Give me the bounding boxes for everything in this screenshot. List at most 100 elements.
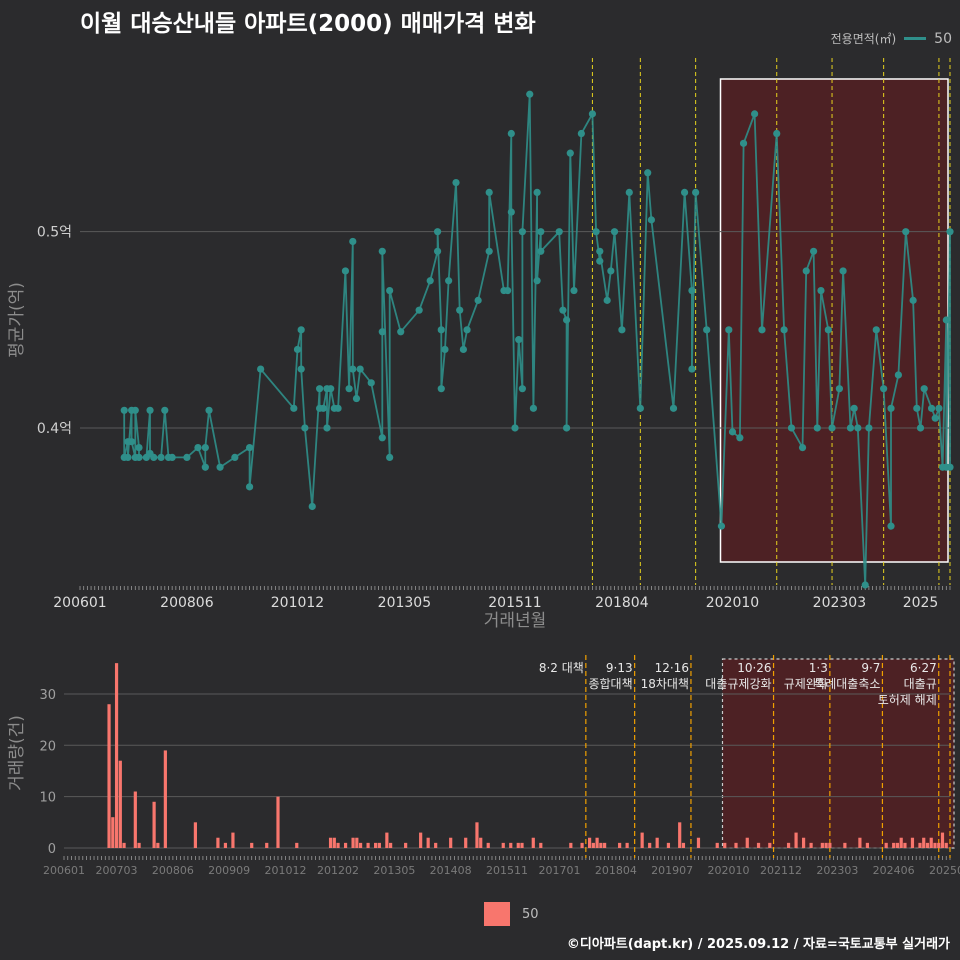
top-y-tick-label: 0.5억 [37,225,72,241]
bottom-bar [922,837,926,848]
top-data-point [533,188,541,197]
top-data-point [216,463,224,471]
top-data-point [935,404,943,412]
top-data-point [846,424,855,432]
top-data-point [537,228,545,236]
top-data-point [865,424,873,432]
bottom-x-tick-label: 201511 [486,864,528,877]
bottom-bar [107,704,111,848]
top-data-point [433,247,442,255]
top-data-point [537,247,545,255]
top-data-point [533,277,541,285]
bottom-bar [865,842,870,848]
bottom-bar [820,842,824,848]
legend-top-value: 50 [934,30,952,47]
bottom-bar [426,837,430,848]
top-data-point [349,365,357,373]
top-data-point [787,424,796,432]
bottom-x-tick-label: 202303 [816,864,858,877]
bottom-bar [715,842,719,848]
top-data-point [201,443,209,452]
bottom-bar [265,842,269,848]
top-x-tick-label: 201804 [595,595,649,611]
bottom-bar [801,837,806,848]
bottom-bar [520,842,524,848]
top-data-point [316,385,324,393]
legend-bottom-value: 50 [522,906,539,922]
bottom-bar [595,837,599,848]
top-data-point [610,228,619,236]
bottom-bar [940,832,945,848]
bottom-bar [516,842,520,848]
bottom-bar [404,842,408,848]
top-data-point [887,522,895,530]
top-data-point [596,247,604,255]
top-data-point [577,129,585,138]
bottom-bar [343,842,348,848]
legend-top-label: 전용면적(㎡) [830,32,897,46]
bottom-bar [250,842,254,848]
top-data-point [798,443,807,452]
bottom-x-tick-label: 202406 [873,864,915,877]
policy-label-text: 토허제 해제 [878,693,937,707]
top-data-point [334,404,342,412]
top-data-point [566,149,574,157]
top-data-point [183,453,191,462]
policy-label-text: 9·7 [861,661,880,675]
bottom-bar [111,817,115,848]
bottom-bar [449,837,453,848]
top-data-point [916,424,925,432]
policy-label-text: 10·26 [737,661,771,675]
bottom-bar [122,842,126,848]
bottom-bar [723,842,727,848]
top-data-point [688,365,696,373]
top-data-point [433,228,442,236]
policy-label-text: 규제완화 [784,677,828,691]
top-data-point [588,110,597,118]
bottom-bar [509,842,513,848]
bottom-bar [678,822,682,848]
bottom-x-tick-label: 200601 [43,864,85,877]
bottom-bar [377,842,381,848]
policy-label-text: 12·16 [655,661,689,675]
top-data-point [563,424,571,432]
bottom-bar [599,842,603,848]
bottom-bar [419,832,423,848]
chart-title: 이월 대승산내들 아파트(2000) 매매가격 변화 [80,11,536,37]
top-data-point [813,424,821,432]
bottom-bar [114,663,119,848]
top-data-point [644,169,652,177]
bottom-bar [944,842,948,848]
bottom-bar [479,837,483,848]
bottom-bar [918,842,922,848]
bottom-x-tick-label: 202509 [929,864,960,877]
top-data-point [319,404,327,412]
bottom-x-tick-label: 201804 [595,864,637,877]
top-data-point [349,237,357,246]
top-x-tick-label: 200806 [160,595,214,611]
top-data-point [927,404,936,412]
top-data-point [124,453,132,462]
top-data-point [518,385,526,393]
bottom-bar [625,842,629,848]
top-data-point [946,463,954,471]
top-data-point [736,434,744,442]
top-data-point [120,406,128,414]
top-data-point [810,247,818,255]
top-data-point [231,453,239,462]
top-data-point [485,247,493,255]
top-data-point [507,208,515,216]
bottom-bar [910,837,915,848]
top-data-point [452,178,460,187]
top-data-point [902,228,910,236]
bottom-bar [666,842,671,848]
top-data-point [920,385,928,393]
bottom-bar [640,832,644,848]
bottom-bar [824,842,828,848]
top-data-point [909,296,917,304]
top-data-point [378,328,386,336]
top-data-point [386,286,394,295]
top-data-point [150,453,158,462]
top-data-point [378,247,386,255]
top-data-point [824,326,832,334]
